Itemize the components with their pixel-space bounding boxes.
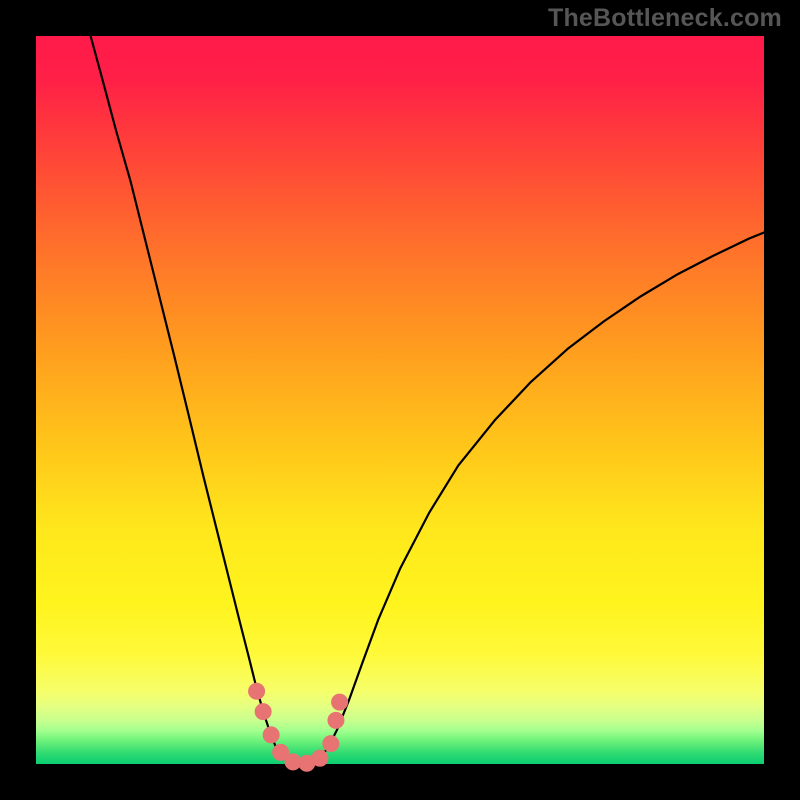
- watermark-text: TheBottleneck.com: [548, 4, 782, 33]
- highlight-marker: [323, 736, 339, 752]
- plot-background: [36, 36, 764, 764]
- highlight-marker: [255, 704, 271, 720]
- highlight-marker: [328, 712, 344, 728]
- bottleneck-chart: [0, 0, 800, 800]
- highlight-marker: [332, 694, 348, 710]
- highlight-marker: [263, 727, 279, 743]
- highlight-marker: [312, 750, 328, 766]
- highlight-marker: [249, 683, 265, 699]
